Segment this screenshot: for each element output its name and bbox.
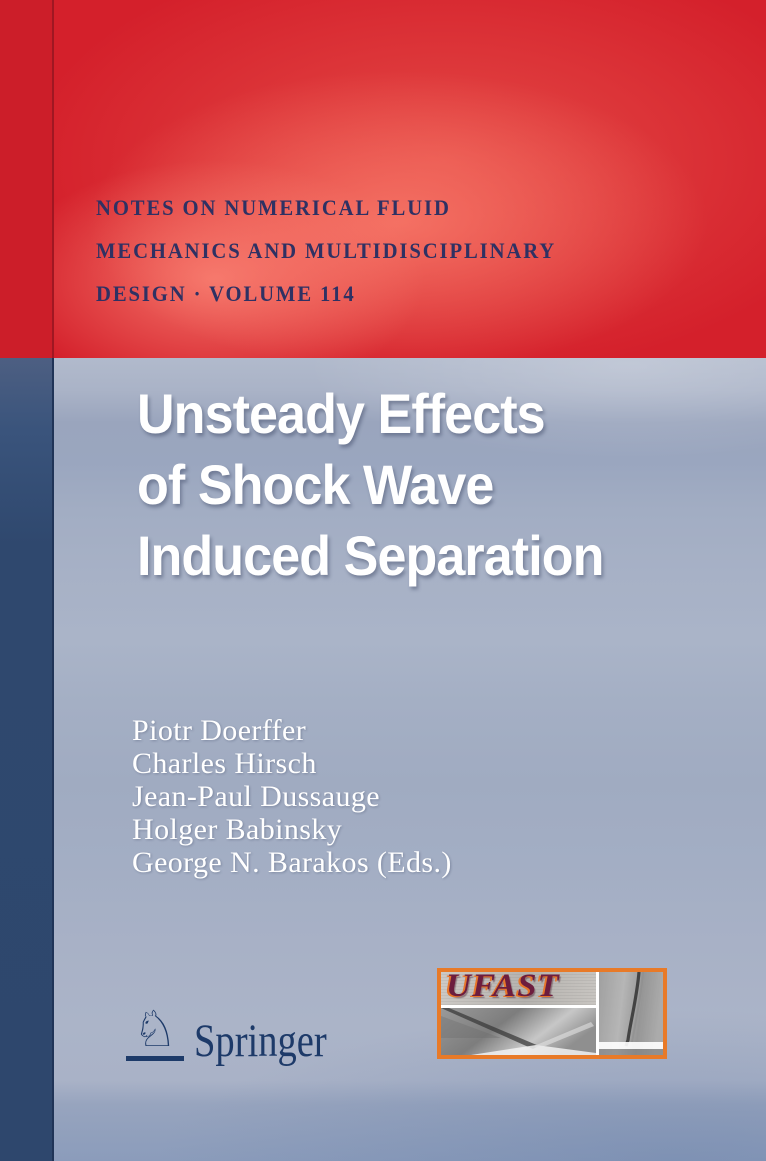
editor-name: Charles Hirsch bbox=[132, 747, 317, 780]
ufast-badge: UFAST bbox=[437, 968, 667, 1059]
series-title-line: NOTES ON NUMERICAL FLUID bbox=[96, 195, 451, 220]
series-title: NOTES ON NUMERICAL FLUID MECHANICS AND M… bbox=[96, 186, 556, 315]
oblique-shock-schlieren-image bbox=[441, 1008, 596, 1055]
badge-divider bbox=[596, 972, 599, 1055]
editors-list: Piotr Doerffer Charles Hirsch Jean-Paul … bbox=[132, 714, 452, 879]
logo-baseline-bar bbox=[126, 1056, 184, 1061]
series-title-line: DESIGN · VOLUME 114 bbox=[96, 281, 356, 306]
ufast-left-column: UFAST bbox=[441, 968, 596, 1055]
book-title-line: Unsteady Effects bbox=[137, 382, 546, 445]
normal-shock-schlieren-image bbox=[599, 972, 663, 1055]
schlieren-graphic bbox=[441, 1008, 596, 1055]
springer-horse-icon: ♘ bbox=[124, 1004, 186, 1061]
springer-logo: ♘ Springer bbox=[124, 1004, 356, 1065]
red-header-panel bbox=[0, 0, 766, 358]
editor-name: Jean-Paul Dussauge bbox=[132, 780, 380, 813]
editor-name: George N. Barakos (Eds.) bbox=[132, 846, 452, 879]
editor-name: Holger Babinsky bbox=[132, 813, 343, 846]
book-title: Unsteady Effects of Shock Wave Induced S… bbox=[137, 378, 604, 591]
series-title-line: MECHANICS AND MULTIDISCIPLINARY bbox=[96, 238, 557, 263]
book-title-line: Induced Separation bbox=[137, 524, 604, 587]
ufast-wordmark: UFAST bbox=[446, 968, 560, 1004]
spine-strip bbox=[0, 0, 54, 1161]
publisher-wordmark: Springer bbox=[194, 1015, 327, 1067]
book-title-line: of Shock Wave bbox=[137, 453, 494, 516]
editor-name: Piotr Doerffer bbox=[132, 714, 307, 747]
schlieren-graphic bbox=[599, 972, 663, 1055]
ufast-title-strip: UFAST bbox=[441, 968, 596, 1005]
badge-divider bbox=[441, 1005, 596, 1008]
